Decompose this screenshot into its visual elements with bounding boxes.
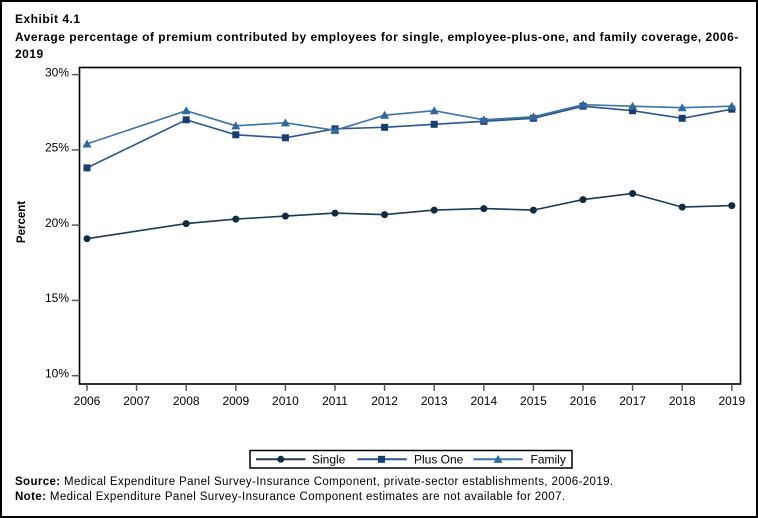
svg-text:2019: 2019 bbox=[718, 394, 745, 408]
svg-text:Percent: Percent bbox=[16, 200, 28, 242]
svg-text:2016: 2016 bbox=[569, 394, 596, 408]
svg-text:30%: 30% bbox=[44, 65, 68, 79]
svg-text:2017: 2017 bbox=[619, 394, 646, 408]
svg-text:25%: 25% bbox=[44, 140, 68, 154]
svg-text:2018: 2018 bbox=[668, 394, 695, 408]
svg-text:Family: Family bbox=[530, 452, 565, 466]
svg-text:2013: 2013 bbox=[420, 394, 447, 408]
svg-text:2007: 2007 bbox=[123, 394, 150, 408]
svg-text:2009: 2009 bbox=[222, 394, 249, 408]
svg-text:2011: 2011 bbox=[322, 394, 348, 408]
svg-text:10%: 10% bbox=[44, 366, 68, 380]
svg-text:2010: 2010 bbox=[272, 394, 299, 408]
svg-text:2015: 2015 bbox=[520, 394, 547, 408]
svg-text:2008: 2008 bbox=[172, 394, 199, 408]
svg-text:Plus One: Plus One bbox=[414, 452, 464, 466]
svg-text:2012: 2012 bbox=[371, 394, 398, 408]
svg-text:2014: 2014 bbox=[470, 394, 497, 408]
svg-text:Single: Single bbox=[312, 452, 346, 466]
svg-text:15%: 15% bbox=[44, 291, 68, 305]
svg-text:2006: 2006 bbox=[73, 394, 100, 408]
svg-text:20%: 20% bbox=[44, 215, 68, 229]
